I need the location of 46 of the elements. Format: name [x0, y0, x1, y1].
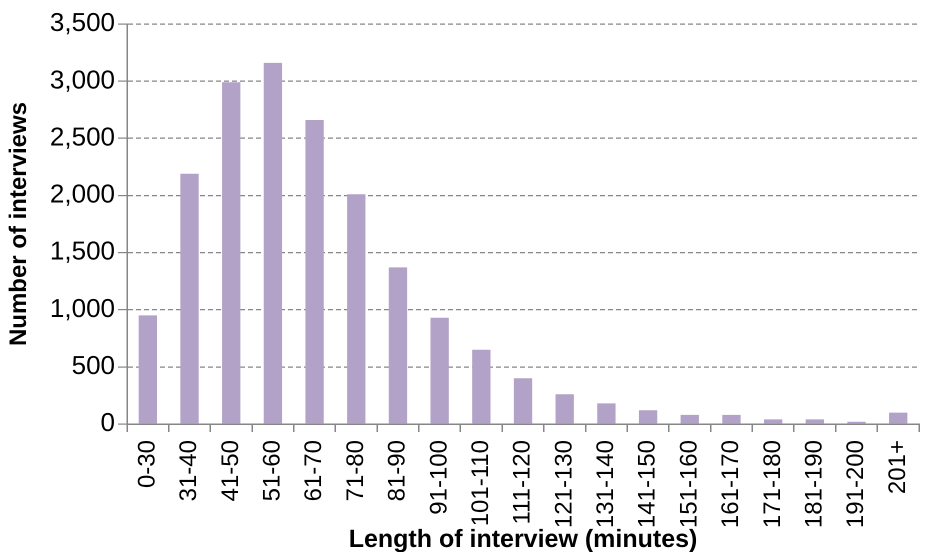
y-tick-label: 2,000: [50, 178, 115, 209]
x-tick-label: 41-50: [216, 440, 244, 502]
x-tick-label: 131-140: [592, 440, 620, 528]
y-tick-label: 3,000: [50, 64, 115, 94]
bar: [264, 62, 282, 424]
x-tick-label: 141-150: [634, 440, 661, 528]
bar: [305, 120, 324, 424]
y-tick-label: 1,500: [50, 236, 115, 266]
y-tick-label: 0: [100, 407, 115, 438]
x-tick-label: 81-90: [384, 440, 411, 502]
bar: [388, 267, 408, 424]
x-tick-label: 101-110: [466, 440, 494, 526]
x-tick-label: 201+: [884, 440, 911, 494]
bar: [180, 174, 199, 424]
x-tick-label: 31-40: [175, 440, 202, 502]
bar: [138, 315, 158, 424]
bar: [556, 394, 574, 424]
x-tick-label: 111-120: [508, 440, 536, 525]
bar: [347, 194, 366, 424]
bar: [806, 419, 824, 424]
x-tick-label: 161-170: [717, 440, 744, 528]
bar: [222, 82, 240, 424]
bar: [430, 318, 449, 424]
bar: [889, 412, 908, 424]
x-tick-label: 0-30: [133, 440, 160, 488]
y-tick-label: 1,000: [50, 292, 115, 323]
bar: [597, 403, 616, 424]
y-tick-label: 2,500: [50, 121, 115, 152]
x-tick-label: 181-190: [800, 440, 828, 528]
bar: [472, 350, 491, 424]
y-tick-label: 500: [72, 350, 115, 380]
bar: [638, 410, 658, 424]
x-tick-label: 121-130: [550, 440, 578, 528]
x-tick-label: 51-60: [258, 440, 286, 502]
bar: [764, 419, 782, 424]
x-tick-label: 171-180: [758, 440, 786, 528]
y-tick-label: 3,500: [50, 7, 115, 38]
y-axis-title: Number of interviews: [5, 102, 32, 346]
x-tick-label: 91-100: [425, 440, 452, 515]
x-tick-label: 191-200: [842, 440, 870, 528]
bar: [680, 414, 699, 424]
x-tick-label: 151-160: [675, 440, 702, 528]
x-tick-label: 61-70: [300, 440, 328, 502]
bar: [722, 414, 741, 424]
x-tick-label: 71-80: [342, 440, 369, 502]
bar: [514, 378, 532, 424]
